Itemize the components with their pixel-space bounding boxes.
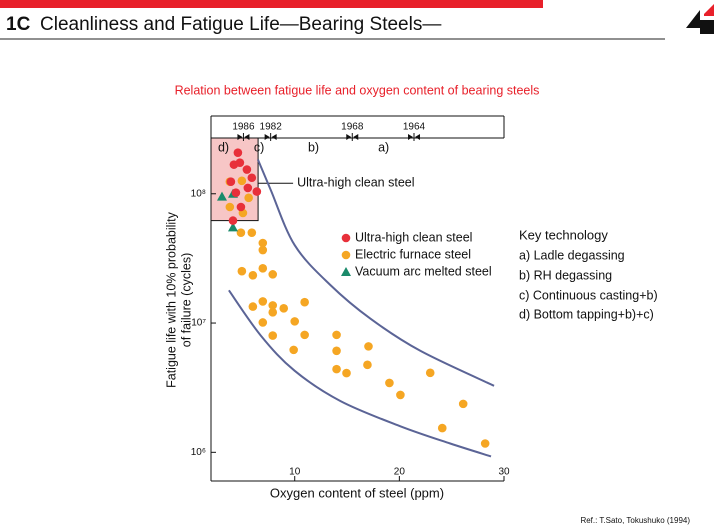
legend-symbol [341,233,351,243]
data-point [233,148,243,157]
timeline-marker [264,133,277,141]
data-point [289,345,298,355]
legend-label: Ultra-high clean steel [355,230,472,244]
key-item: b) RH degassing [519,268,612,282]
reference: Ref.: T.Sato, Tokushuko (1994) [580,516,690,525]
header-bar [0,0,543,8]
timeline-marker [408,133,421,141]
legend-item: Electric furnace steel [341,247,471,261]
data-point [235,158,245,167]
y-axis-label-line: of failure (cycles) [179,253,193,347]
timeline-arrow [237,134,250,140]
legend-symbol [341,267,351,276]
data-point [363,360,372,370]
data-point [236,228,246,237]
timeline-year: 1964 [403,122,426,133]
timeline-arrow [264,134,277,140]
data-point [258,245,268,255]
data-point [247,173,257,183]
legend-label: Vacuum arc melted steel [355,264,492,278]
subtitle: Relation between fatigue life and oxygen… [175,83,540,97]
data-point [226,177,236,186]
key-title: Key technology [519,227,608,242]
data-point [268,308,278,317]
data-point [244,193,253,203]
data-point [279,304,289,313]
legend-label: Electric furnace steel [355,247,471,261]
data-point [437,423,447,433]
annotation-label: Ultra-high clean steel [297,176,414,190]
data-point [248,271,258,280]
data-point [216,191,227,201]
data-point [227,222,238,232]
data-point [242,165,252,174]
data-point [480,439,490,448]
data-point [268,301,278,310]
section-number: 1C [6,14,31,35]
data-point [258,318,268,327]
data-point [252,187,262,196]
data-point [247,228,257,237]
timeline-marker [346,133,359,141]
data-point [290,317,300,326]
data-point [228,216,238,225]
data-point [425,368,435,378]
timeline-marker [237,133,250,141]
region-label: c) [254,140,264,154]
data-point [268,270,278,279]
timeline-arrow [346,134,359,140]
data-point [342,368,351,378]
timeline-arrow [408,134,421,140]
y-tick-label: 10⁸ [191,188,206,199]
data-point [332,330,341,340]
key-item: c) Continuous casting+b) [519,288,658,302]
y-tick-label: 10⁶ [191,447,206,458]
x-tick-label: 20 [394,467,406,478]
data-point [300,330,309,340]
logo [686,4,714,34]
trend-curve [228,289,492,458]
x-tick-label: 10 [289,467,301,478]
data-point [300,297,309,307]
data-point [237,176,247,186]
data-point [396,390,405,400]
x-tick-label: 30 [498,467,510,478]
data-point [258,297,268,306]
y-axis-label: Fatigue life with 10% probability of fai… [164,211,193,388]
key-item: d) Bottom tapping+b)+c) [519,307,654,321]
y-axis-label-line: Fatigue life with 10% probability [164,211,178,388]
x-axis-label: Oxygen content of steel (ppm) [270,485,444,500]
region-label: a) [378,140,389,154]
data-point [258,264,268,273]
data-point [364,342,373,351]
data-point [332,364,341,374]
data-point [231,188,241,197]
data-point [237,266,247,276]
legend-symbol [341,250,351,260]
data-point [258,238,268,248]
timeline-year: 1986 [232,122,255,133]
page-title: Cleanliness and Fatigue Life—Bearing Ste… [40,14,441,35]
data-point [268,331,278,340]
trend-curve [256,159,495,387]
y-tick-label: 10⁷ [191,318,206,329]
data-point [385,378,394,388]
legend-item: Ultra-high clean steel [341,230,472,244]
legend-item: Vacuum arc melted steel [341,264,492,278]
data-point [236,202,246,212]
data-point [332,346,341,356]
region-label: d) [218,140,229,154]
data-point [248,302,258,311]
region-label: b) [308,140,319,154]
data-point [225,202,235,212]
timeline-year: 1968 [341,122,364,133]
key-item: a) Ladle degassing [519,248,625,262]
timeline-year: 1982 [260,122,283,133]
data-point [458,399,468,409]
data-point [243,183,253,193]
